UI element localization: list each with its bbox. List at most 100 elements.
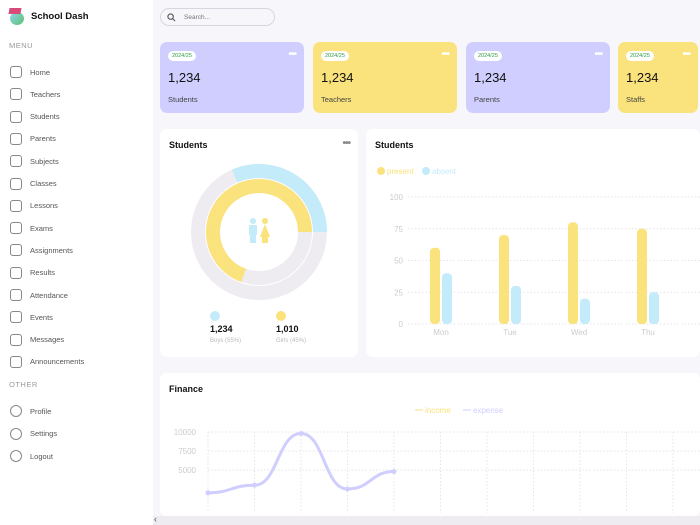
y-tick: 0 [399, 320, 404, 329]
year-badge: 2024/25 [474, 51, 502, 61]
boys-count: 1,234 [210, 324, 233, 334]
sidebar-item-messages[interactable]: Messages [10, 333, 64, 346]
finance-chart: income expense 5000 7500 10000 [174, 406, 700, 513]
stat-label: Staffs [626, 95, 646, 104]
menu-label: MENU [9, 41, 34, 50]
x-tick: Thu [641, 328, 655, 337]
legend-dot-present [377, 167, 385, 175]
sidebar-item-events[interactable]: Events [10, 311, 53, 324]
subject-icon [10, 155, 22, 168]
sidebar-item-results[interactable]: Results [10, 266, 55, 279]
logo[interactable]: School Dash [8, 7, 89, 25]
stat-card-teachers: 2024/25 ••• 1,234 Teachers [313, 42, 457, 113]
bar-absent-mon [442, 273, 452, 324]
sidebar-item-attendance[interactable]: Attendance [10, 289, 68, 301]
stat-label: Parents [474, 95, 500, 104]
sidebar-item-profile[interactable]: Profile [10, 405, 51, 417]
horizontal-scrollbar[interactable]: ‹ [153, 514, 700, 525]
result-icon [10, 266, 22, 279]
attendance-icon [10, 289, 22, 301]
sidebar-item-logout[interactable]: Logout [10, 450, 53, 462]
male-icon [249, 218, 257, 243]
stat-value: 1,234 [168, 70, 201, 85]
point-expense [298, 431, 304, 437]
girls-dot [276, 311, 286, 321]
sidebar-item-subjects[interactable]: Subjects [10, 155, 59, 168]
home-icon [10, 66, 22, 78]
announcement-icon [10, 355, 22, 368]
x-tick: Wed [571, 328, 587, 337]
stat-card-staffs: 2024/25 ••• 1,234 Staffs [618, 42, 698, 113]
search-icon [167, 12, 176, 21]
search-input[interactable] [184, 13, 264, 21]
legend-income: income [425, 406, 451, 415]
point-expense [345, 486, 350, 492]
sidebar-item-teachers[interactable]: Teachers [10, 88, 60, 101]
students-count-panel: Students ••• 1,234 Boys (55%) 1,010 Girl… [160, 129, 358, 357]
stat-card-parents: 2024/25 ••• 1,234 Parents [466, 42, 610, 113]
more-icon[interactable]: ••• [441, 49, 449, 60]
stat-card-students: 2024/25 ••• 1,234 Students [160, 42, 304, 113]
y-tick: 5000 [178, 466, 196, 475]
girls-arc [206, 179, 312, 282]
panel-title: Students [169, 140, 208, 150]
logout-icon [10, 450, 22, 462]
more-icon[interactable]: ••• [288, 49, 296, 60]
year-badge: 2024/25 [321, 51, 349, 61]
female-icon [260, 218, 270, 243]
bar-absent-thu [649, 292, 659, 324]
search-box[interactable] [160, 8, 275, 26]
y-tick: 25 [394, 288, 403, 297]
legend-expense: expense [473, 406, 504, 415]
bar-absent-tue [511, 285, 521, 324]
bar-present-tue [499, 235, 509, 324]
more-icon[interactable]: ••• [594, 49, 602, 60]
more-icon[interactable]: ••• [682, 49, 690, 60]
boys-dot [210, 311, 220, 321]
year-badge: 2024/25 [626, 51, 654, 61]
legend-absent: absent [432, 167, 457, 176]
y-tick: 10000 [174, 428, 197, 437]
attendance-panel: Students present absent 0 25 50 75 100 Mon Tue We… [366, 129, 700, 357]
bar-present-wed [568, 222, 578, 324]
sidebar-item-students[interactable]: Students [10, 110, 60, 123]
attendance-chart: present absent 0 25 50 75 100 Mon Tue Wed Thu [377, 167, 700, 337]
lesson-icon [10, 199, 22, 212]
sidebar-item-home[interactable]: Home [10, 66, 50, 78]
teacher-icon [10, 88, 22, 101]
x-tick: Mon [433, 328, 449, 337]
assignment-icon [10, 244, 22, 257]
girls-label: Girls (45%) [276, 338, 307, 344]
exam-icon [10, 222, 22, 235]
sidebar-item-assignments[interactable]: Assignments [10, 244, 73, 257]
more-icon[interactable]: ••• [342, 138, 350, 149]
app-title: School Dash [31, 10, 89, 22]
sidebar: School Dash MENU Home Teachers Students Par… [0, 0, 153, 525]
y-tick: 7500 [178, 447, 196, 456]
stat-value: 1,234 [321, 70, 354, 85]
legend-present: present [387, 167, 414, 176]
x-tick: Tue [503, 328, 517, 337]
profile-icon [10, 405, 22, 417]
point-expense [391, 469, 397, 475]
sidebar-item-announcements[interactable]: Announcements [10, 355, 84, 368]
settings-icon [10, 427, 22, 440]
y-tick: 50 [394, 257, 403, 266]
scroll-left-icon[interactable]: ‹ [154, 514, 157, 524]
finance-panel: Finance income expense 5000 7500 10000 [160, 373, 700, 516]
sidebar-item-parents[interactable]: Parents [10, 132, 56, 145]
bar-absent-wed [580, 298, 590, 324]
sidebar-item-settings[interactable]: Settings [10, 427, 57, 440]
calendar-icon [10, 311, 22, 324]
panel-title: Finance [169, 384, 204, 394]
point-expense [252, 482, 257, 488]
sidebar-item-exams[interactable]: Exams [10, 222, 53, 235]
legend-dot-absent [422, 167, 430, 175]
girls-count: 1,010 [276, 324, 299, 334]
line-expense [207, 432, 395, 495]
sidebar-item-classes[interactable]: Classes [10, 177, 57, 190]
student-icon [10, 110, 22, 123]
logo-icon [8, 7, 25, 25]
sidebar-item-lessons[interactable]: Lessons [10, 199, 58, 212]
panel-title: Students [375, 140, 414, 150]
